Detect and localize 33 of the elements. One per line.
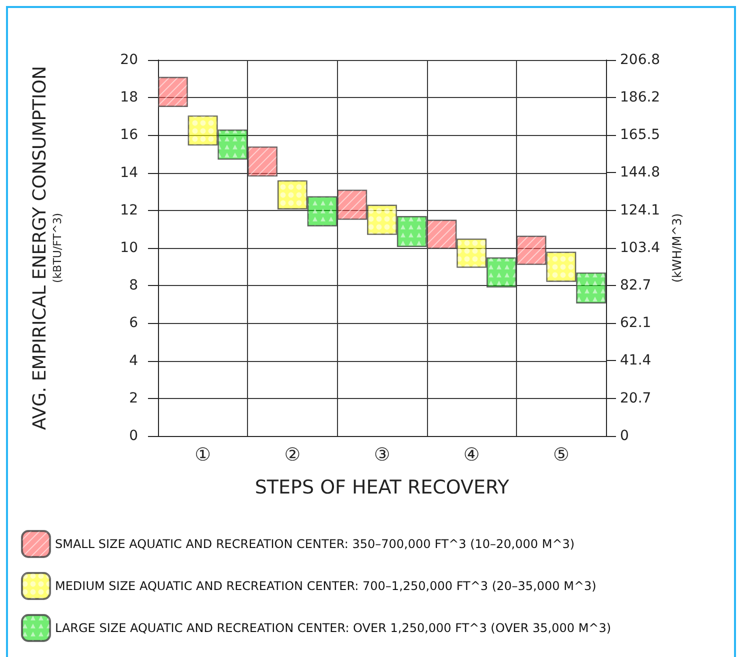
y2-tick-label: 0 [620, 428, 629, 444]
x-tick-label: ⑤ [553, 444, 570, 466]
y2-tick-label: 41.4 [620, 352, 652, 369]
legend-label: MEDIUM SIZE AQUATIC AND RECREATION CENTER: 700–1,250,000 FT^3 (20–35,000 M^3) [55, 579, 596, 593]
x-axis-title: STEPS OF HEAT RECOVERY [254, 476, 510, 498]
y2-tick-label: 124.1 [620, 202, 660, 218]
y2-tick-label: 20.7 [620, 390, 652, 406]
y-tick-label: 18 [120, 90, 138, 106]
y2-tick-label: 103.4 [620, 240, 660, 256]
y2-axis-title: (kWH/M^3) [670, 213, 684, 283]
y2-tick-label: 165.5 [620, 127, 660, 144]
legend-label: SMALL SIZE AQUATIC AND RECREATION CENTER: 350–700,000 FT^3 (10–20,000 M^3) [55, 537, 575, 551]
y-tick-label: 0 [129, 428, 138, 444]
x-tick-label: ④ [464, 444, 480, 466]
y-tick-label: 8 [129, 278, 138, 294]
y-tick-label: 14 [120, 164, 138, 181]
y-tick-label: 12 [120, 202, 138, 218]
y-tick-label: 4 [129, 352, 138, 369]
y2-tick-label: 144.8 [620, 164, 660, 181]
y-tick-label: 6 [129, 315, 138, 332]
y2-tick-label: 206.8 [620, 52, 660, 68]
x-tick-label: ③ [374, 444, 390, 466]
y-tick-label: 2 [129, 390, 138, 406]
y-tick-label: 20 [120, 52, 138, 68]
y2-tick-label: 186.2 [620, 89, 660, 106]
x-tick-label: ① [194, 444, 211, 466]
y-tick-label: 16 [120, 127, 138, 144]
legend-label: LARGE SIZE AQUATIC AND RECREATION CENTER: OVER 1,250,000 FT^3 (OVER 35,000 M^3) [55, 621, 612, 635]
x-tick-label: ② [284, 444, 300, 466]
y-axis-title: AVG. EMPIRICAL ENERGY CONSUMPTION (kBTU/FT^3) [30, 66, 64, 430]
y2-tick-label: 62.1 [620, 315, 652, 332]
y-tick-label: 10 [120, 240, 138, 256]
y2-tick-label: 82.7 [620, 278, 652, 294]
